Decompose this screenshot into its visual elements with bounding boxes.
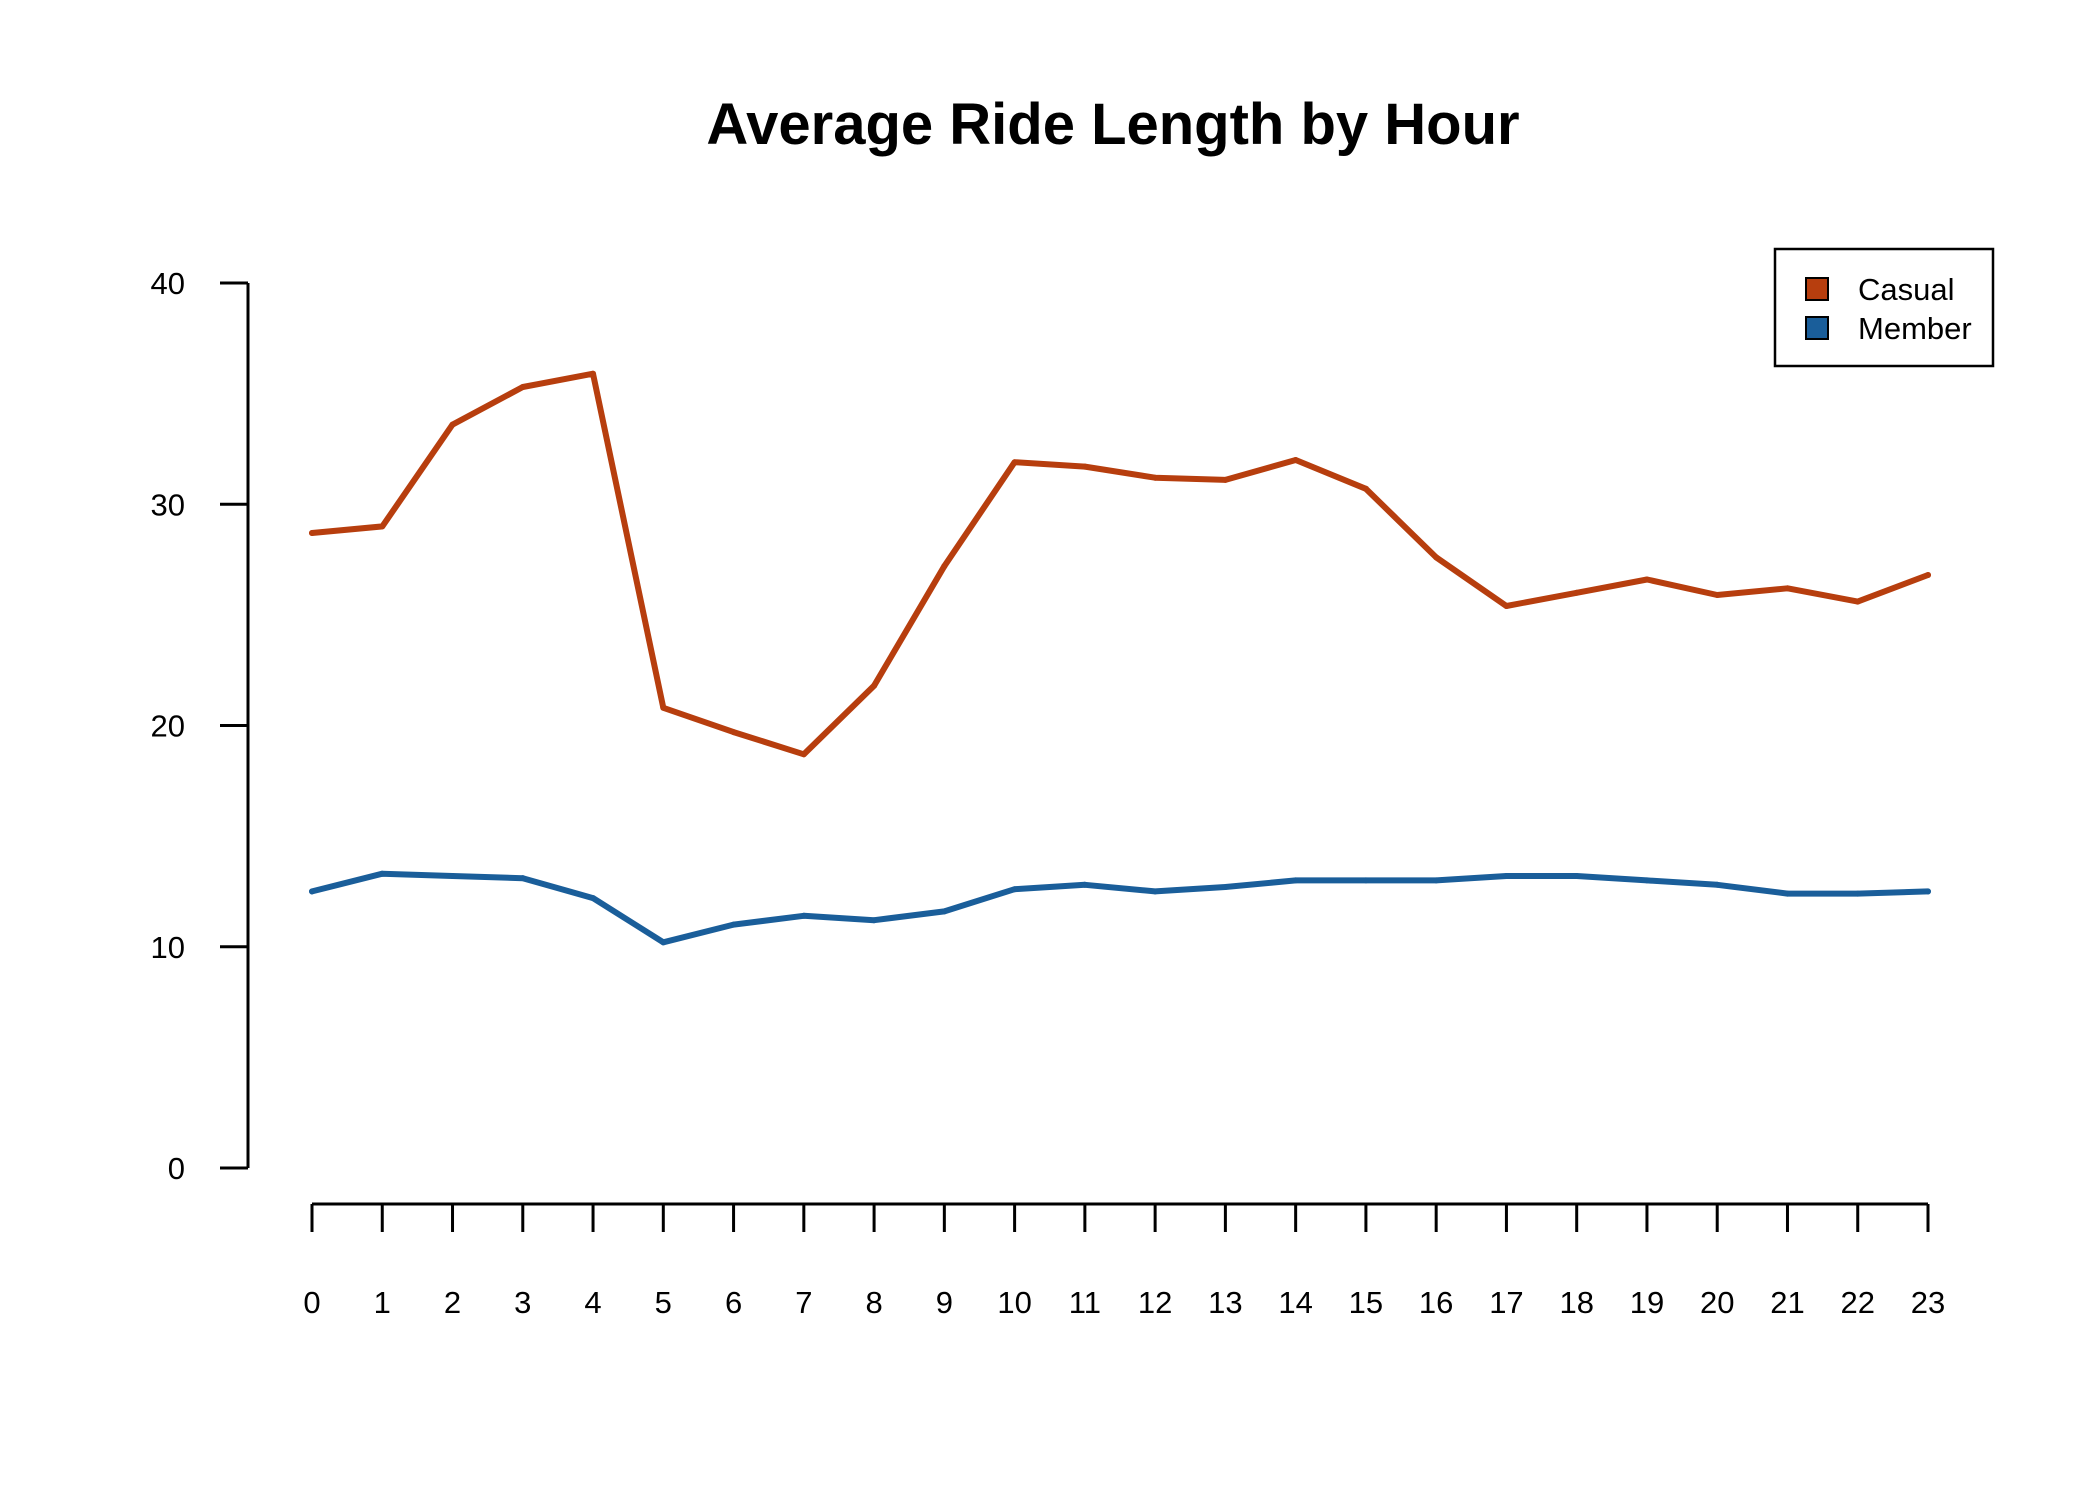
- data-point-casual: [449, 421, 456, 428]
- x-tick-label: 16: [1419, 1285, 1453, 1320]
- data-point-member: [1433, 877, 1440, 884]
- data-point-member: [1925, 888, 1931, 895]
- x-tick-label: 17: [1489, 1285, 1523, 1320]
- x-tick-label: 22: [1840, 1285, 1874, 1320]
- data-point-casual: [1714, 591, 1721, 598]
- x-tick-label: 10: [997, 1285, 1031, 1320]
- data-point-member: [1854, 890, 1861, 897]
- x-tick-label: 19: [1630, 1285, 1664, 1320]
- x-tick-label: 8: [865, 1285, 882, 1320]
- data-point-member: [871, 917, 878, 924]
- data-point-casual: [1573, 589, 1580, 596]
- x-tick-label: 18: [1559, 1285, 1593, 1320]
- data-point-member: [941, 908, 948, 915]
- x-tick-label: 3: [514, 1285, 531, 1320]
- data-point-member: [590, 895, 597, 902]
- data-point-member: [730, 921, 737, 928]
- x-tick-label: 20: [1700, 1285, 1734, 1320]
- data-point-member: [309, 888, 315, 895]
- data-point-casual: [519, 383, 526, 390]
- data-point-casual: [590, 370, 597, 377]
- y-tick-label: 20: [151, 709, 185, 744]
- data-point-casual: [309, 530, 315, 537]
- data-point-casual: [1222, 476, 1229, 483]
- data-point-member: [519, 875, 526, 882]
- data-point-member: [1152, 888, 1159, 895]
- data-point-casual: [1292, 457, 1299, 463]
- x-tick-label: 15: [1349, 1285, 1383, 1320]
- data-point-member: [449, 872, 456, 879]
- data-point-casual: [1643, 576, 1650, 583]
- data-point-member: [800, 912, 807, 919]
- legend: Casual Member: [1773, 247, 1995, 368]
- chart-title: Average Ride Length by Hour: [706, 92, 1519, 157]
- x-tick-label: 9: [936, 1285, 953, 1320]
- data-point-casual: [660, 704, 667, 711]
- data-point-casual: [800, 751, 807, 758]
- data-point-member: [1222, 884, 1229, 891]
- data-point-casual: [1081, 463, 1088, 470]
- data-point-casual: [379, 523, 386, 530]
- legend-swatch-member: [1805, 316, 1829, 340]
- x-tick-label: 2: [444, 1285, 461, 1320]
- y-tick-label: 30: [151, 487, 185, 522]
- data-point-casual: [1433, 554, 1440, 561]
- y-tick-label: 10: [151, 930, 185, 965]
- x-tick-label: 23: [1911, 1285, 1945, 1320]
- legend-label-member: Member: [1858, 311, 1972, 346]
- data-point-member: [379, 870, 386, 877]
- series-line-casual: [309, 370, 1931, 758]
- legend-label-casual: Casual: [1858, 272, 1955, 307]
- legend-box: [1773, 247, 1995, 368]
- x-tick-label: 5: [655, 1285, 672, 1320]
- legend-swatch-casual: [1805, 277, 1829, 301]
- data-point-member: [1573, 872, 1580, 879]
- x-tick-label: 13: [1208, 1285, 1242, 1320]
- data-point-casual: [730, 729, 737, 736]
- data-point-member: [1643, 877, 1650, 884]
- data-point-casual: [1925, 572, 1931, 579]
- x-tick-label: 6: [725, 1285, 742, 1320]
- data-point-casual: [1011, 459, 1018, 466]
- data-point-member: [1714, 881, 1721, 888]
- x-tick-label: 14: [1278, 1285, 1312, 1320]
- x-axis: 0 1 2 3 4 5 6 7 8 9 10 11 12 13 14 15 16 17 18 19 20 21 22 23: [303, 1202, 1945, 1320]
- data-point-casual: [941, 563, 948, 570]
- series-group: [309, 370, 1931, 946]
- data-point-member: [1011, 886, 1018, 893]
- data-point-casual: [1784, 585, 1791, 592]
- series-line-member: [309, 870, 1931, 946]
- data-point-member: [1362, 877, 1369, 884]
- x-tick-label: 0: [303, 1285, 320, 1320]
- x-tick-label: 11: [1069, 1285, 1101, 1320]
- data-point-member: [1081, 881, 1088, 888]
- data-point-member: [660, 939, 667, 946]
- x-tick-label: 12: [1138, 1285, 1172, 1320]
- data-point-member: [1503, 872, 1510, 879]
- x-tick-label: 1: [374, 1285, 391, 1320]
- y-tick-label: 40: [151, 266, 185, 301]
- x-tick-label: 7: [795, 1285, 812, 1320]
- y-axis: 0 10 20 30 40: [151, 266, 250, 1186]
- data-point-casual: [1854, 598, 1861, 605]
- data-point-member: [1292, 877, 1299, 884]
- data-point-member: [1784, 890, 1791, 897]
- data-point-casual: [871, 682, 878, 689]
- y-tick-label: 0: [168, 1151, 185, 1186]
- data-point-casual: [1362, 485, 1369, 492]
- x-tick-label: 21: [1770, 1285, 1804, 1320]
- data-point-casual: [1152, 474, 1159, 481]
- data-point-casual: [1503, 603, 1510, 610]
- x-tick-label: 4: [584, 1285, 601, 1320]
